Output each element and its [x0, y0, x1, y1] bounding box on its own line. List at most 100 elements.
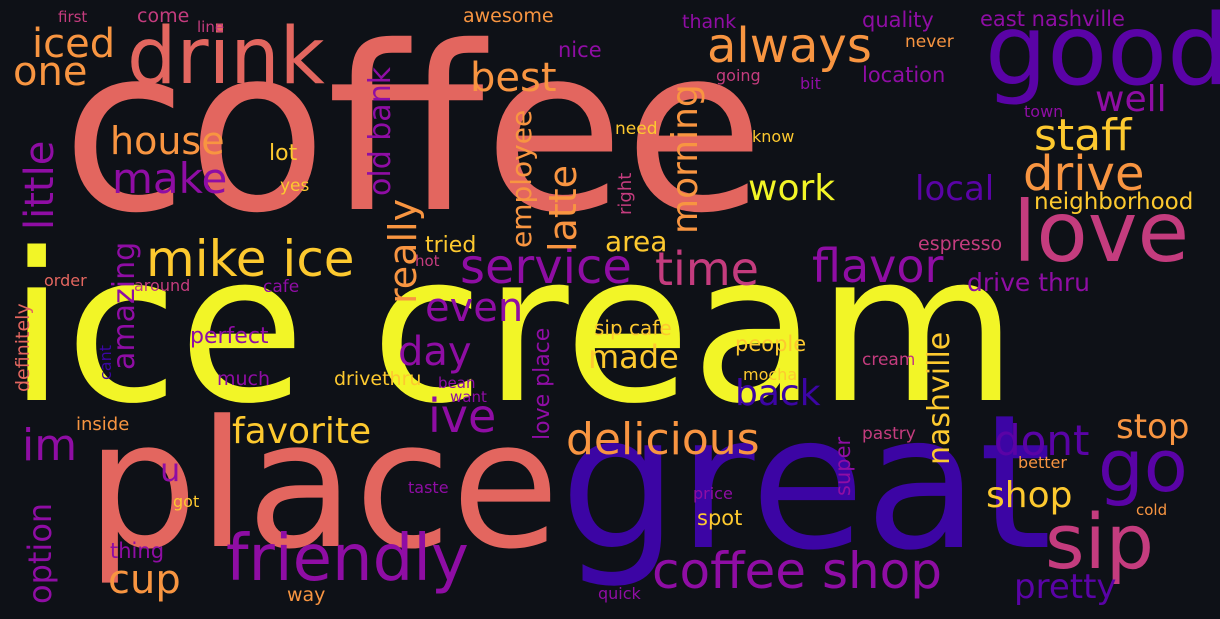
word-great: great — [560, 374, 1052, 591]
word-got: got — [173, 492, 200, 511]
word-go: go — [1098, 424, 1188, 508]
word-favorite: favorite — [232, 411, 372, 452]
word-lot: lot — [269, 141, 298, 166]
word-around: around — [134, 276, 191, 295]
word-stop: stop — [1116, 407, 1190, 447]
word-hot: hot — [415, 252, 440, 270]
word-u: u — [160, 451, 181, 489]
word-tried: tried — [425, 233, 477, 258]
word-day: day — [398, 329, 472, 375]
word-know: know — [752, 127, 795, 146]
word-nashville: nashville — [922, 331, 957, 465]
word-want: want — [450, 388, 487, 406]
word-service: service — [460, 239, 632, 295]
word-need: need — [615, 119, 658, 139]
word-little: little — [17, 140, 63, 230]
word-delicious: delicious — [566, 414, 760, 465]
word-come: come — [137, 5, 190, 27]
word-nice: nice — [558, 38, 602, 62]
word-make: make — [112, 154, 228, 203]
word-back: back — [735, 373, 821, 414]
word-location: location — [862, 63, 946, 87]
word-work: work — [748, 168, 836, 209]
word-flavor: flavor — [812, 239, 944, 293]
word-line: line — [197, 18, 225, 36]
word-employee: employee — [505, 109, 538, 248]
word-price: price — [693, 484, 733, 503]
word-sip: sip — [1045, 497, 1154, 586]
word-cant: cant — [96, 344, 115, 380]
word-east-nashville: east nashville — [980, 7, 1125, 31]
word-ice-cream: ice cream — [8, 209, 1018, 449]
word-old-bank: old bank — [363, 66, 398, 196]
word-mike-ice: mike ice — [146, 230, 355, 288]
word-right: right — [615, 172, 636, 215]
word-coffee-shop: coffee shop — [652, 542, 943, 600]
word-coffee: coffee — [62, 0, 765, 263]
word-one: one — [13, 49, 88, 95]
word-sip-cafe: sip cafe — [594, 316, 672, 340]
word-always: always — [707, 18, 872, 74]
word-first: first — [58, 8, 88, 26]
word-made: made — [588, 338, 679, 376]
word-cafe: cafe — [263, 277, 300, 297]
word-thing: thing — [110, 539, 165, 563]
word-order: order — [44, 271, 87, 290]
word-even: even — [425, 285, 524, 331]
word-drive: drive — [1023, 146, 1145, 202]
word-time: time — [655, 242, 759, 296]
word-latte: latte — [541, 164, 585, 252]
word-area: area — [605, 225, 668, 258]
word-espresso: espresso — [918, 233, 1003, 255]
word-morning: morning — [665, 84, 706, 234]
word-yes: yes — [280, 176, 310, 196]
word-neighborhood: neighborhood — [1034, 189, 1194, 215]
word-never: never — [905, 32, 954, 52]
word-spot: spot — [697, 506, 743, 530]
word-super: super — [831, 436, 855, 496]
word-much: much — [217, 368, 271, 390]
word-shop: shop — [986, 475, 1073, 516]
word-perfect: perfect — [190, 324, 269, 349]
word-cream: cream — [862, 350, 916, 370]
word-pretty: pretty — [1014, 567, 1117, 607]
word-better: better — [1018, 453, 1067, 472]
word-friendly: friendly — [226, 522, 469, 596]
word-taste: taste — [408, 478, 449, 497]
word-house: house — [110, 119, 225, 163]
word-drive-thru: drive thru — [967, 268, 1090, 297]
word-mocha: mocha — [743, 365, 798, 384]
word-definitely: definitely — [12, 303, 34, 392]
word-love: love — [1013, 183, 1190, 281]
word-quality: quality — [862, 8, 934, 32]
word-thank: thank — [682, 11, 737, 33]
word-cold: cold — [1136, 501, 1168, 519]
word-drivethru: drivethru — [334, 368, 422, 390]
word-im: im — [22, 420, 78, 471]
word-drink: drink — [127, 12, 325, 102]
word-good: good — [985, 0, 1220, 108]
word-staff: staff — [1034, 110, 1132, 161]
word-people: people — [735, 332, 807, 356]
word-well: well — [1095, 79, 1167, 120]
word-dont: dont — [994, 416, 1090, 465]
word-cup: cup — [108, 557, 181, 603]
word-quick: quick — [598, 584, 641, 603]
word-ive: ive — [428, 389, 497, 443]
word-really: really — [381, 198, 425, 304]
word-option: option — [21, 502, 59, 604]
word-place: place — [86, 383, 560, 588]
word-going: going — [716, 66, 761, 85]
word-bean: bean — [438, 374, 476, 392]
word-inside: inside — [76, 414, 130, 435]
word-bit: bit — [800, 74, 821, 93]
word-town: town — [1024, 102, 1064, 121]
word-awesome: awesome — [463, 5, 554, 27]
word-pastry: pastry — [862, 424, 916, 444]
word-love-place: love place — [530, 327, 555, 440]
word-iced: iced — [32, 21, 116, 67]
word-local: local — [915, 169, 995, 209]
word-best: best — [470, 55, 557, 101]
word-way: way — [287, 584, 326, 606]
